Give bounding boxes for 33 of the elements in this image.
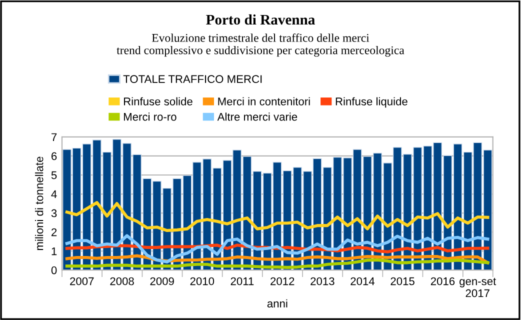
legend-label: TOTALE TRAFFICO MERCI (123, 75, 262, 84)
x-tick-label: 2013 (310, 277, 334, 286)
y-tick-label: 4 (51, 190, 57, 198)
legend-label: Rinfuse solide (124, 97, 192, 106)
y-tick-label: 1 (52, 247, 57, 256)
x-tick-label: 2010 (190, 277, 214, 286)
line-series (65, 201, 490, 232)
x-tick-label: 2015 (390, 277, 414, 286)
x-tick-label: gen-set 2017 (460, 278, 496, 298)
y-tick-label: 5 (51, 171, 57, 180)
legend-label: Merci in contenitori (218, 97, 310, 106)
y-axis-title: milioni di tonnellate (35, 156, 44, 250)
y-tick-label: 0 (51, 266, 57, 274)
y-tick-label: 7 (52, 133, 57, 141)
line-series (65, 234, 490, 264)
line-series (65, 258, 490, 269)
x-axis-title: anni (267, 299, 288, 308)
legend-label: Altre merci varie (217, 112, 298, 121)
y-tick-label: 2 (52, 228, 57, 236)
x-tick-label: 2011 (230, 277, 254, 286)
y-tick-label: 3 (51, 209, 57, 218)
line-series (65, 254, 490, 264)
chart-title: Porto di Ravenna (206, 14, 315, 25)
chart-subtitle: Evoluzione trimestrale del traffico delle merci trend complessivo e suddivisione per categoria merceologica (116, 33, 404, 57)
y-tick-label: 6 (52, 152, 57, 160)
x-tick-label: 2007 (70, 277, 94, 286)
x-tick-label: 2014 (350, 277, 375, 286)
legend-label: Merci ro-ro (124, 112, 176, 121)
x-tick-label: 2012 (270, 277, 294, 286)
legend-label: Rinfuse liquide (336, 97, 408, 108)
x-tick-label: 2008 (110, 277, 134, 286)
x-tick-label: 2016 (430, 277, 455, 286)
x-tick-label: 2009 (150, 277, 174, 286)
